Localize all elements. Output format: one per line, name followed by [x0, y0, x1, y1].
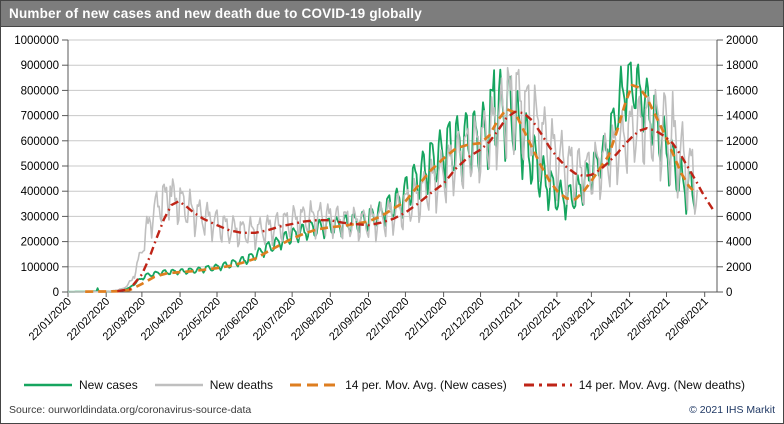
chart-title: Number of new cases and new death due to…: [9, 6, 422, 21]
svg-text:20000: 20000: [726, 35, 758, 47]
chart-title-bar: Number of new cases and new death due to…: [1, 1, 783, 27]
svg-text:800000: 800000: [21, 85, 59, 97]
svg-text:8000: 8000: [726, 186, 752, 198]
legend-label-new-cases: New cases: [79, 378, 138, 392]
svg-text:16000: 16000: [726, 85, 758, 97]
svg-text:14000: 14000: [726, 111, 758, 123]
new-deaths-line-icon: [154, 383, 203, 387]
legend-label-ma-new-cases: 14 per. Mov. Avg. (New cases): [345, 378, 507, 392]
svg-text:4000: 4000: [726, 237, 752, 249]
legend-label-new-deaths: New deaths: [209, 378, 274, 392]
svg-text:1000000: 1000000: [14, 35, 59, 47]
chart-footer: Source: ourworldindata.org/coronavirus-s…: [1, 399, 783, 421]
ma-new-cases-line-icon: [290, 383, 339, 387]
legend-item-ma-new-cases: 14 per. Mov. Avg. (New cases): [289, 378, 507, 392]
svg-text:100000: 100000: [21, 262, 59, 274]
svg-text:200000: 200000: [21, 237, 59, 249]
svg-text:0: 0: [53, 287, 59, 299]
svg-text:6000: 6000: [726, 211, 752, 223]
legend-label-ma-new-deaths: 14 per. Mov. Avg. (New deaths): [578, 378, 745, 392]
svg-text:600000: 600000: [21, 136, 59, 148]
svg-text:900000: 900000: [21, 60, 59, 72]
ma-new-deaths-line-icon: [523, 383, 572, 387]
copyright-note: © 2021 IHS Markit: [689, 404, 775, 416]
svg-text:500000: 500000: [21, 161, 59, 173]
svg-text:400000: 400000: [21, 186, 59, 198]
svg-text:0: 0: [726, 287, 732, 299]
source-note: Source: ourworldindata.org/coronavirus-s…: [9, 404, 252, 416]
svg-text:18000: 18000: [726, 60, 758, 72]
chart-canvas: 0100000200000300000400000500000600000700…: [14, 35, 758, 343]
svg-text:10000: 10000: [726, 161, 758, 173]
chart-legend: New cases New deaths 14 per. Mov. Avg. (…: [1, 373, 783, 397]
legend-item-ma-new-deaths: 14 per. Mov. Avg. (New deaths): [523, 378, 745, 392]
new-cases-line-icon: [24, 383, 72, 387]
legend-item-new-cases: New cases: [23, 378, 138, 392]
svg-text:2000: 2000: [726, 262, 752, 274]
svg-text:12000: 12000: [726, 136, 758, 148]
svg-text:300000: 300000: [21, 211, 59, 223]
svg-text:700000: 700000: [21, 111, 59, 123]
legend-item-new-deaths: New deaths: [154, 378, 273, 392]
